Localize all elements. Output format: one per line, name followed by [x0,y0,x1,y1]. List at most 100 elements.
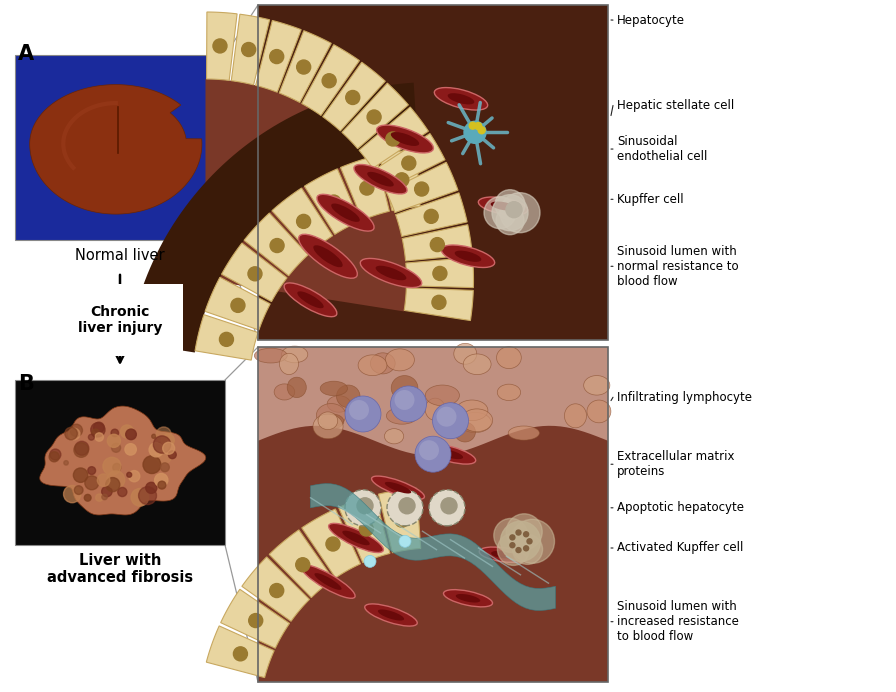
Ellipse shape [564,404,587,428]
Circle shape [65,428,77,440]
Ellipse shape [346,403,374,423]
Ellipse shape [461,409,493,432]
Circle shape [168,450,177,459]
Circle shape [359,522,374,536]
Bar [15,55,225,240]
Polygon shape [195,315,258,360]
Circle shape [85,476,99,490]
Circle shape [93,422,104,432]
Polygon shape [402,225,472,261]
Circle shape [367,110,381,124]
Circle shape [510,543,515,547]
Polygon shape [231,15,270,85]
Circle shape [75,441,89,455]
Circle shape [327,195,340,209]
Circle shape [399,498,415,513]
Polygon shape [30,84,202,214]
Ellipse shape [491,201,515,210]
Circle shape [523,546,529,551]
Text: Sinusoid lumen with
increased resistance
to blood flow: Sinusoid lumen with increased resistance… [617,600,739,643]
Polygon shape [39,406,206,515]
Circle shape [494,518,528,552]
Ellipse shape [456,400,488,421]
Circle shape [91,429,99,437]
Circle shape [506,201,522,218]
Circle shape [395,513,409,527]
Ellipse shape [583,376,610,395]
Text: Chronic
liver injury: Chronic liver injury [78,305,162,335]
Circle shape [68,428,80,440]
Ellipse shape [301,565,355,599]
Bar [258,5,608,340]
Circle shape [96,494,103,501]
Ellipse shape [384,482,411,493]
Circle shape [88,466,96,475]
Ellipse shape [313,414,343,439]
Ellipse shape [347,403,377,422]
Polygon shape [379,149,420,210]
Circle shape [213,39,227,53]
Ellipse shape [448,93,474,104]
Circle shape [98,474,110,486]
Ellipse shape [392,376,418,401]
Polygon shape [404,288,473,320]
Ellipse shape [442,245,495,268]
Ellipse shape [386,408,418,424]
Circle shape [151,435,156,438]
Circle shape [108,435,120,448]
Circle shape [73,468,88,482]
Circle shape [297,60,311,74]
Polygon shape [342,83,409,149]
Polygon shape [302,45,359,116]
Circle shape [432,295,446,309]
Circle shape [234,647,247,661]
Ellipse shape [375,266,407,280]
Ellipse shape [376,125,434,153]
Circle shape [484,197,516,228]
Polygon shape [395,193,467,237]
Circle shape [430,237,444,252]
Circle shape [64,485,81,502]
Polygon shape [374,134,445,190]
Circle shape [424,210,438,224]
Circle shape [523,531,529,537]
Text: Sinusoid lumen with
normal resistance to
blood flow: Sinusoid lumen with normal resistance to… [617,245,738,288]
Ellipse shape [337,385,360,408]
Polygon shape [129,82,418,352]
Circle shape [143,456,160,473]
Circle shape [395,173,409,187]
Bar [258,347,608,682]
Circle shape [125,429,136,439]
Circle shape [131,489,149,506]
Circle shape [156,427,171,442]
Text: Liver with
advanced fibrosis: Liver with advanced fibrosis [47,553,193,585]
Circle shape [415,182,428,196]
Circle shape [464,121,486,143]
Circle shape [470,122,477,129]
Circle shape [70,424,82,437]
Circle shape [496,207,524,235]
Circle shape [527,539,532,544]
Circle shape [74,486,83,495]
Circle shape [64,461,68,465]
Circle shape [158,481,166,489]
Circle shape [127,473,132,477]
Circle shape [125,444,136,455]
Bar [15,380,225,545]
Ellipse shape [508,426,539,440]
Ellipse shape [454,422,476,442]
Text: Infiltrating lymphocyte: Infiltrating lymphocyte [617,391,752,403]
Circle shape [120,425,134,438]
Text: Normal liver: Normal liver [75,248,165,263]
Circle shape [249,614,263,628]
Circle shape [270,50,284,64]
Ellipse shape [365,604,418,626]
Polygon shape [220,590,289,648]
Circle shape [231,298,245,312]
Ellipse shape [454,251,481,262]
Circle shape [106,477,120,492]
Circle shape [242,42,255,57]
Polygon shape [406,257,473,288]
Circle shape [386,132,400,146]
Circle shape [433,266,447,280]
